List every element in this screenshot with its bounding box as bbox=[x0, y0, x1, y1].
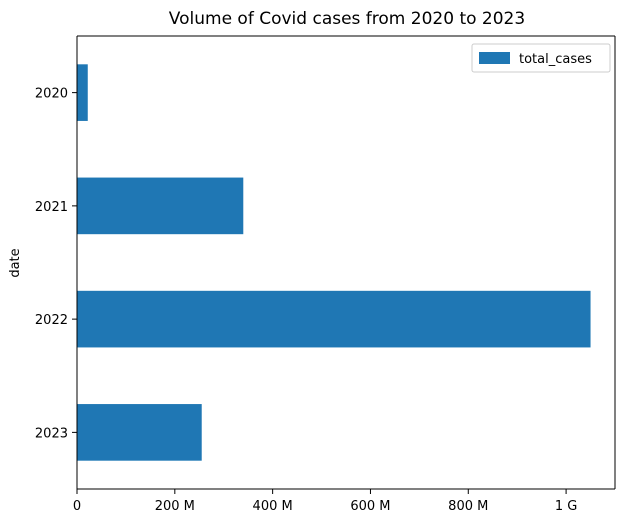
x-tick-label-3: 600 M bbox=[350, 499, 390, 514]
bar-2023 bbox=[77, 404, 202, 461]
bar-2020 bbox=[77, 64, 88, 121]
y-axis-label: date bbox=[8, 248, 23, 277]
x-tick-label-2: 400 M bbox=[253, 499, 293, 514]
chart-title: Volume of Covid cases from 2020 to 2023 bbox=[169, 9, 525, 29]
y-tick-label-2020: 2020 bbox=[35, 87, 68, 102]
x-tick-label-4: 800 M bbox=[448, 499, 488, 514]
legend: total_cases bbox=[471, 43, 611, 73]
plot-area: 2020 2021 2022 2023 0 200 M 400 M 600 M 800 M 1 G bbox=[35, 35, 616, 514]
bar-2022 bbox=[77, 290, 591, 348]
bar-2021 bbox=[77, 177, 244, 235]
y-tick-label-2023: 2023 bbox=[35, 426, 68, 441]
x-tick-label-5: 1 G bbox=[555, 499, 577, 514]
legend-label: total_cases bbox=[519, 52, 592, 67]
legend-swatch bbox=[479, 52, 510, 64]
x-tick-label-1: 200 M bbox=[155, 499, 195, 514]
x-tick-label-0: 0 bbox=[73, 499, 81, 514]
y-tick-label-2022: 2022 bbox=[35, 313, 68, 328]
legend-frame bbox=[471, 43, 611, 73]
y-tick-label-2021: 2021 bbox=[35, 200, 68, 215]
